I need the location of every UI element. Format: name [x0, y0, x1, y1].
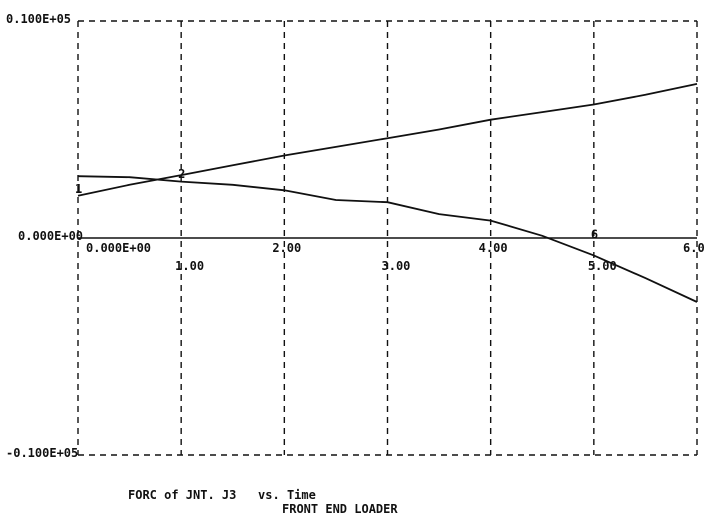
x-tick-label: 5.00: [588, 259, 617, 273]
series-layer: [77, 83, 698, 303]
chart-subtitle: FRONT END LOADER: [282, 502, 398, 516]
label-layer: 0.100E+05 0.000E+00 -0.100E+05 0.000E+00 1.0…: [6, 12, 705, 460]
x-tick-label: 4.00: [479, 241, 508, 255]
y-tick-label: 0.100E+05: [6, 12, 71, 26]
x-tick-label: 6.0: [683, 241, 705, 255]
series-line-2: [77, 175, 698, 303]
x-tick-label: 0.000E+00: [86, 241, 151, 255]
x-tick-label: 2.00: [272, 241, 301, 255]
curve-marker-label: 2: [178, 167, 185, 181]
grid-layer: [77, 20, 698, 456]
x-tick-label: 3.00: [382, 259, 411, 273]
curve-marker-label: 1: [75, 182, 82, 196]
y-tick-label: 0.000E+00: [18, 229, 83, 243]
y-tick-label: -0.100E+05: [6, 446, 78, 460]
curve-marker-label: 6: [591, 228, 598, 242]
x-tick-label: 1.00: [175, 259, 204, 273]
chart-title: FORC of JNT. J3 vs. Time: [128, 488, 316, 502]
series-line-1: [77, 83, 698, 197]
